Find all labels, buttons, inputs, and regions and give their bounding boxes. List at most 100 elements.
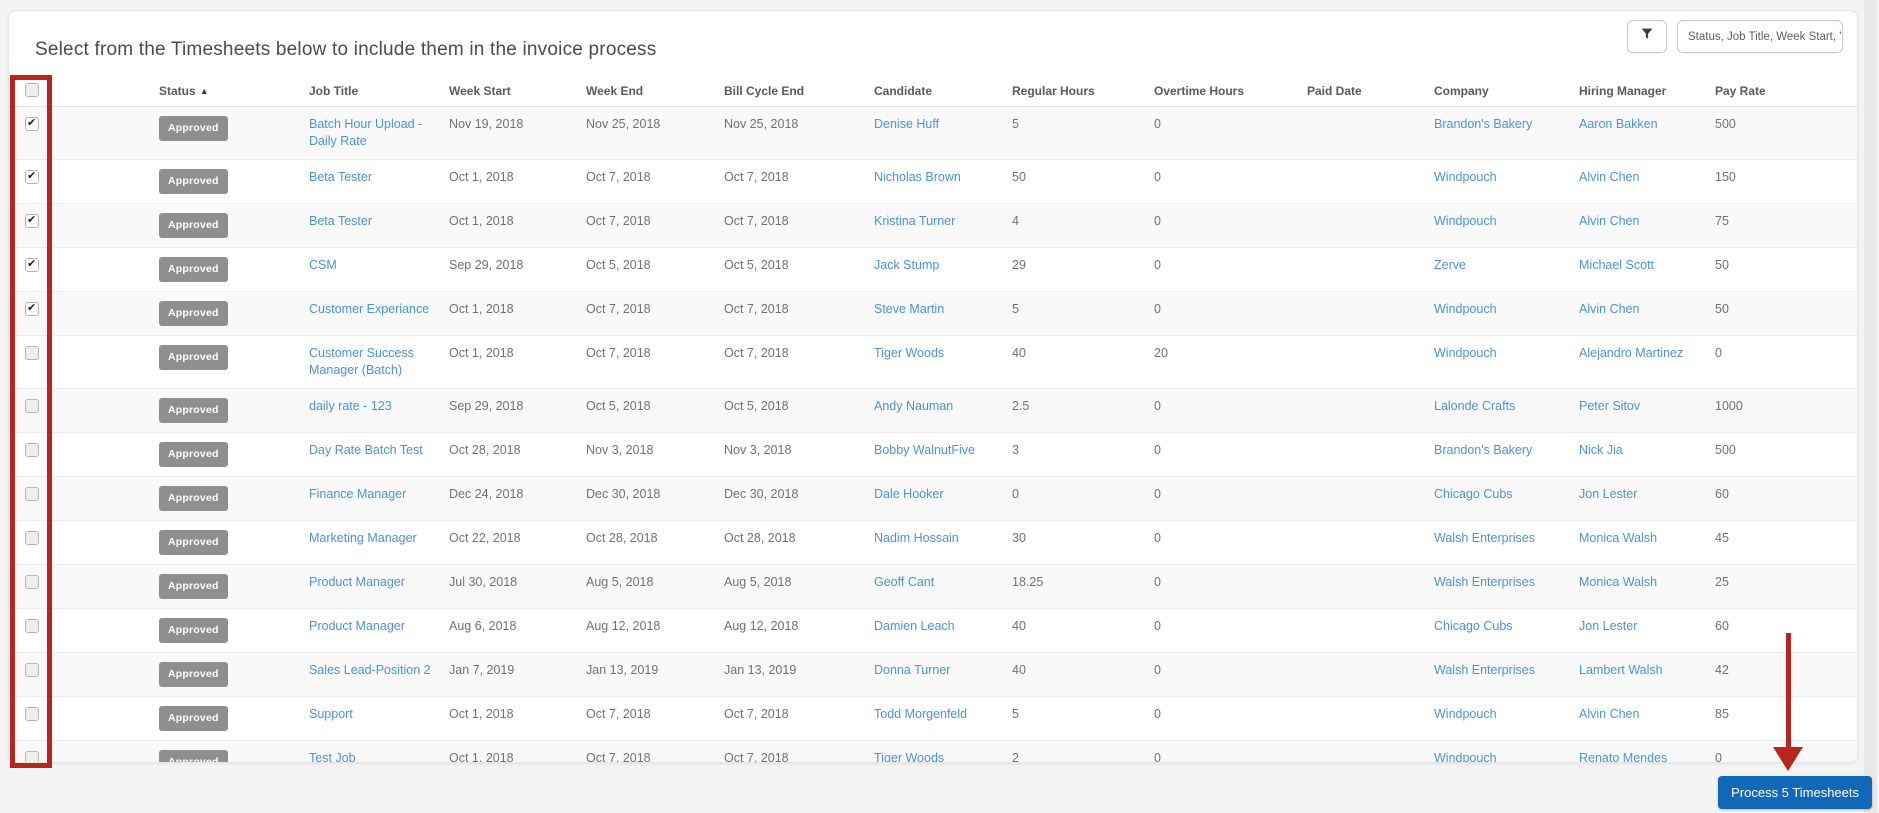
row-select-checkbox[interactable] [25,442,39,457]
row-select-checkbox[interactable] [25,301,39,316]
row-select-checkbox[interactable] [25,530,39,545]
column-header-bill-cycle-end[interactable]: Bill Cycle End [724,76,874,107]
company-link[interactable]: Brandon's Bakery [1434,116,1533,131]
column-header-candidate[interactable]: Candidate [874,76,1012,107]
column-header-job-title[interactable]: Job Title [309,76,449,107]
row-select-checkbox[interactable] [25,662,39,677]
candidate-link[interactable]: Nicholas Brown [874,169,961,184]
column-header-hiring-manager[interactable]: Hiring Manager [1579,76,1715,107]
company-link[interactable]: Walsh Enterprises [1434,530,1535,545]
hiring-manager-link[interactable]: Peter Sitov [1579,398,1641,413]
candidate-link[interactable]: Dale Hooker [874,486,944,501]
hiring-manager-link[interactable]: Alvin Chen [1579,213,1640,228]
company-link[interactable]: Windpouch [1434,750,1497,763]
row-select-checkbox[interactable] [25,618,39,633]
row-select-checkbox[interactable] [25,398,39,413]
hiring-manager-link[interactable]: Nick Jia [1579,442,1623,457]
row-select-checkbox[interactable] [25,574,39,589]
candidate-link[interactable]: Steve Martin [874,301,945,316]
page-scrollbar[interactable] [1864,0,1877,813]
candidate-link[interactable]: Todd Morgenfeld [874,706,968,721]
company-link[interactable]: Windpouch [1434,345,1497,360]
hiring-manager-link[interactable]: Alvin Chen [1579,169,1640,184]
week-end-cell: Nov 25, 2018 [586,106,724,160]
hiring-manager-link[interactable]: Alejandro Martinez [1579,345,1684,360]
company-link[interactable]: Zerve [1434,257,1466,272]
job-title-link[interactable]: Test Job [309,750,356,763]
row-select-checkbox[interactable] [25,169,39,184]
filter-button[interactable] [1627,20,1667,53]
row-select-checkbox[interactable] [25,750,39,762]
candidate-link[interactable]: Kristina Turner [874,213,956,228]
candidate-link[interactable]: Geoff Cant [874,574,935,589]
hiring-manager-link[interactable]: Alvin Chen [1579,706,1640,721]
column-header-week-end[interactable]: Week End [586,76,724,107]
job-title-link[interactable]: Day Rate Batch Test [309,442,423,457]
company-link[interactable]: Windpouch [1434,169,1497,184]
hiring-manager-link[interactable]: Jon Lester [1579,486,1638,501]
hiring-manager-link[interactable]: Michael Scott [1579,257,1655,272]
column-header-pay-rate[interactable]: Pay Rate [1715,76,1857,107]
company-link[interactable]: Windpouch [1434,301,1497,316]
company-link[interactable]: Lalonde Crafts [1434,398,1516,413]
column-header-overtime-hours[interactable]: Overtime Hours [1154,76,1307,107]
job-title-link[interactable]: Beta Tester [309,169,373,184]
hiring-manager-link[interactable]: Alvin Chen [1579,301,1640,316]
row-select-checkbox[interactable] [25,706,39,721]
job-title-link[interactable]: Customer Success Manager (Batch) [309,345,414,377]
job-title-link[interactable]: Batch Hour Upload - Daily Rate [309,116,423,148]
column-header-status[interactable]: Status ▲ [159,76,309,107]
candidate-link[interactable]: Tiger Woods [874,750,945,763]
company-link[interactable]: Chicago Cubs [1434,486,1513,501]
timesheet-row: Approved Beta Tester Oct 1, 2018 Oct 7, … [9,203,1857,248]
bill-cycle-end-cell: Jan 13, 2019 [724,652,874,697]
row-select-checkbox[interactable] [25,486,39,501]
job-title-link[interactable]: Sales Lead-Position 2 [309,662,431,677]
column-header-company[interactable]: Company [1434,76,1579,107]
job-title-link[interactable]: CSM [309,257,337,272]
company-link[interactable]: Brandon's Bakery [1434,442,1533,457]
company-link[interactable]: Windpouch [1434,213,1497,228]
candidate-link[interactable]: Damien Leach [874,618,955,633]
regular-hours-cell: 5 [1012,696,1154,741]
hiring-manager-link[interactable]: Jon Lester [1579,618,1638,633]
column-header-regular-hours[interactable]: Regular Hours [1012,76,1154,107]
job-title-link[interactable]: Finance Manager [309,486,407,501]
candidate-link[interactable]: Jack Stump [874,257,940,272]
bill-cycle-end-cell: Oct 5, 2018 [724,388,874,433]
candidate-link[interactable]: Tiger Woods [874,345,945,360]
select-all-checkbox[interactable] [25,82,39,97]
week-end-cell: Oct 7, 2018 [586,696,724,741]
filter-columns-dropdown[interactable]: Status, Job Title, Week Start, ' ▾ [1677,20,1843,53]
hiring-manager-link[interactable]: Monica Walsh [1579,574,1658,589]
row-select-checkbox[interactable] [25,345,39,360]
company-link[interactable]: Windpouch [1434,706,1497,721]
row-select-checkbox[interactable] [25,116,39,131]
hiring-manager-link[interactable]: Aaron Bakken [1579,116,1658,131]
column-header-week-start[interactable]: Week Start [449,76,586,107]
job-title-link[interactable]: Product Manager [309,574,405,589]
hiring-manager-link[interactable]: Lambert Walsh [1579,662,1663,677]
job-title-link[interactable]: daily rate - 123 [309,398,392,413]
process-timesheets-button[interactable]: Process 5 Timesheets [1718,776,1872,809]
job-title-link[interactable]: Beta Tester [309,213,373,228]
timesheet-row: Approved Sales Lead-Position 2 Jan 7, 20… [9,652,1857,697]
hiring-manager-link[interactable]: Renato Mendes [1579,750,1668,763]
company-link[interactable]: Walsh Enterprises [1434,574,1535,589]
row-select-checkbox[interactable] [25,213,39,228]
job-title-link[interactable]: Product Manager [309,618,405,633]
job-title-link[interactable]: Customer Experiance [309,301,430,316]
regular-hours-cell: 29 [1012,247,1154,292]
candidate-link[interactable]: Nadim Hossain [874,530,959,545]
candidate-link[interactable]: Bobby WalnutFive [874,442,975,457]
candidate-link[interactable]: Donna Turner [874,662,951,677]
company-link[interactable]: Walsh Enterprises [1434,662,1535,677]
column-header-paid-date[interactable]: Paid Date [1307,76,1434,107]
job-title-link[interactable]: Support [309,706,353,721]
row-select-checkbox[interactable] [25,257,39,272]
hiring-manager-link[interactable]: Monica Walsh [1579,530,1658,545]
candidate-link[interactable]: Andy Nauman [874,398,954,413]
company-link[interactable]: Chicago Cubs [1434,618,1513,633]
candidate-link[interactable]: Denise Huff [874,116,940,131]
job-title-link[interactable]: Marketing Manager [309,530,417,545]
